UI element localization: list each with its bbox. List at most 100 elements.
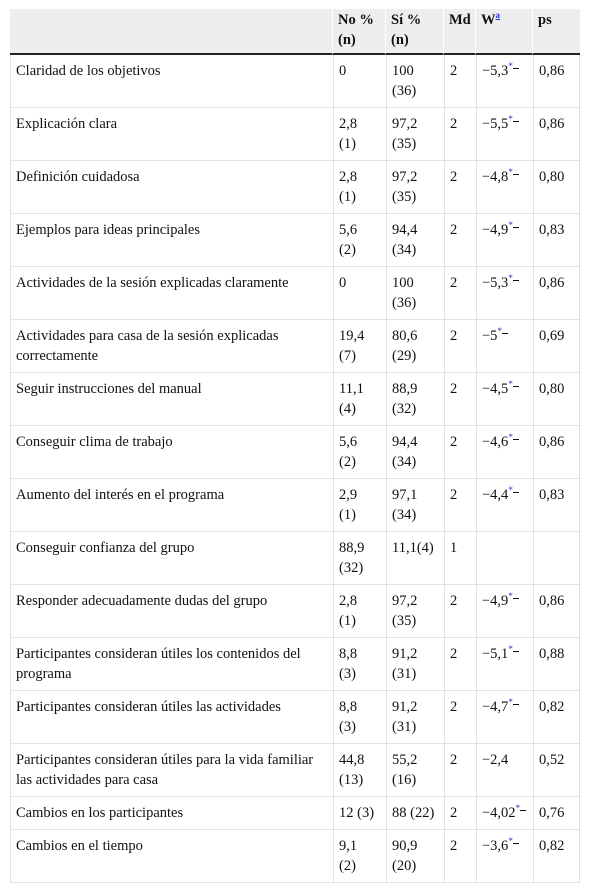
- significance-marker[interactable]: *: [515, 803, 521, 814]
- cell-si-pct: 90,9: [392, 838, 418, 854]
- cell-si: 88,9 (32): [386, 373, 444, 426]
- header-w: Wa: [476, 9, 533, 55]
- row-label-text: Actividades para casa de la sesión expli…: [16, 328, 279, 364]
- significance-marker[interactable]: *: [508, 273, 513, 284]
- cell-si-pct: 91,2: [392, 646, 418, 662]
- significance-underline: [512, 492, 519, 493]
- cell-no-pct: 5,6: [339, 222, 358, 238]
- cell-si: 80,6 (29): [386, 320, 444, 373]
- cell-si-n: (20): [392, 858, 417, 874]
- cell-si-n: (31): [392, 666, 417, 682]
- header-md: Md: [444, 9, 476, 55]
- significance-underline: [512, 68, 519, 69]
- cell-no-n: (1): [339, 507, 356, 523]
- significance-marker[interactable]: *: [508, 591, 513, 602]
- significance-marker[interactable]: *: [508, 485, 513, 496]
- cell-ps-value: 0,82: [539, 699, 565, 715]
- cell-no: 9,1 (2): [333, 830, 386, 883]
- significance-marker[interactable]: *: [508, 836, 513, 847]
- cell-no-pct: 0: [339, 275, 347, 291]
- cell-si-n: (34): [392, 454, 417, 470]
- significance-marker[interactable]: *: [508, 61, 513, 72]
- cell-ps: 0,82: [533, 691, 580, 744]
- row-label-text: Conseguir confianza del grupo: [16, 540, 195, 556]
- header-si-n: (n): [391, 32, 409, 48]
- cell-w-value: −4,5: [482, 381, 509, 397]
- table-row: Responder adecuadamente dudas del grupo 2…: [10, 585, 580, 638]
- footnote-a-link[interactable]: a: [495, 10, 501, 21]
- table-header-row: No % (n) Sí % (n) Md Wa ps: [10, 9, 580, 55]
- significance-marker[interactable]: *: [508, 220, 513, 231]
- cell-no: 2,9 (1): [333, 479, 386, 532]
- significance-marker[interactable]: *: [508, 167, 513, 178]
- cell-md-value: 2: [450, 63, 458, 79]
- cell-si-pct: 97,1: [392, 487, 418, 503]
- significance-underline: [520, 810, 527, 811]
- significance-marker[interactable]: *: [497, 326, 502, 337]
- table-row: Definición cuidadosa 2,8 (1) 97,2 (35) 2 −4,8*…: [10, 161, 580, 214]
- cell-w-value: −4,9: [482, 593, 509, 609]
- significance-underline: [512, 843, 519, 844]
- cell-md: 2: [444, 161, 476, 214]
- table-row: Seguir instrucciones del manual 11,1 (4) 88…: [10, 373, 580, 426]
- cell-si-pct: 94,4: [392, 434, 418, 450]
- table-row: Actividades para casa de la sesión expli…: [10, 320, 580, 373]
- cell-ps: 0,80: [533, 373, 580, 426]
- table-row: Participantes consideran útiles las acti…: [10, 691, 580, 744]
- cell-no-n: (1): [339, 189, 356, 205]
- significance-marker[interactable]: *: [508, 697, 513, 708]
- cell-md-value: 2: [450, 646, 458, 662]
- row-label-text: Ejemplos para ideas principales: [16, 222, 201, 238]
- cell-w: −4,8*: [476, 161, 533, 214]
- cell-w: −4,5*: [476, 373, 533, 426]
- cell-si-pct: 55,2: [392, 752, 418, 768]
- cell-no-n: (7): [339, 348, 356, 364]
- cell-si: 91,2 (31): [386, 691, 444, 744]
- row-label: Participantes consideran útiles los cont…: [10, 638, 333, 691]
- significance-underline: [512, 174, 519, 175]
- cell-ps: 0,83: [533, 479, 580, 532]
- cell-no: 12 (3): [333, 797, 386, 830]
- cell-w: −4,02*: [476, 797, 533, 830]
- cell-no: 19,4 (7): [333, 320, 386, 373]
- cell-si-pct: 97,2: [392, 116, 418, 132]
- cell-no: 8,8 (3): [333, 691, 386, 744]
- row-label-text: Responder adecuadamente dudas del grupo: [16, 593, 268, 609]
- cell-md-value: 2: [450, 116, 458, 132]
- row-label-text: Conseguir clima de trabajo: [16, 434, 173, 450]
- cell-no-n: (2): [339, 858, 356, 874]
- cell-no-n: (3): [339, 719, 356, 735]
- cell-w: −5,5*: [476, 108, 533, 161]
- table-row: Conseguir confianza del grupo 88,9 (32) 11,…: [10, 532, 580, 585]
- cell-si-pct: 80,6: [392, 328, 418, 344]
- cell-ps: 0,88: [533, 638, 580, 691]
- table-row: Explicación clara 2,8 (1) 97,2 (35) 2 −5,5* 0,8…: [10, 108, 580, 161]
- header-si-pct: Sí %: [391, 12, 422, 28]
- significance-underline: [512, 704, 519, 705]
- cell-md-value: 2: [450, 487, 458, 503]
- cell-md: 2: [444, 55, 476, 108]
- table-row: Participantes consideran útiles los cont…: [10, 638, 580, 691]
- cell-no: 44,8 (13): [333, 744, 386, 797]
- row-label-text: Seguir instrucciones del manual: [16, 381, 202, 397]
- cell-si-n: (34): [392, 242, 417, 258]
- cell-ps: 0,86: [533, 585, 580, 638]
- row-label: Conseguir clima de trabajo: [10, 426, 333, 479]
- cell-si-n: (31): [392, 719, 417, 735]
- cell-no-n: (3): [339, 666, 356, 682]
- cell-si-n: (35): [392, 613, 417, 629]
- cell-ps: 0,80: [533, 161, 580, 214]
- cell-w-value: −3,6: [482, 838, 509, 854]
- significance-marker[interactable]: *: [508, 114, 513, 125]
- cell-md-value: 1: [450, 540, 458, 556]
- significance-underline: [512, 439, 519, 440]
- cell-no: 5,6 (2): [333, 426, 386, 479]
- table-row: Aumento del interés en el programa 2,9 (1)…: [10, 479, 580, 532]
- significance-marker[interactable]: *: [508, 432, 513, 443]
- cell-ps: 0,52: [533, 744, 580, 797]
- significance-marker[interactable]: *: [508, 644, 513, 655]
- cell-si-pct: 97,2: [392, 169, 418, 185]
- cell-si-pct: 97,2: [392, 593, 418, 609]
- significance-marker[interactable]: *: [508, 379, 513, 390]
- cell-si-pct: 94,4: [392, 222, 418, 238]
